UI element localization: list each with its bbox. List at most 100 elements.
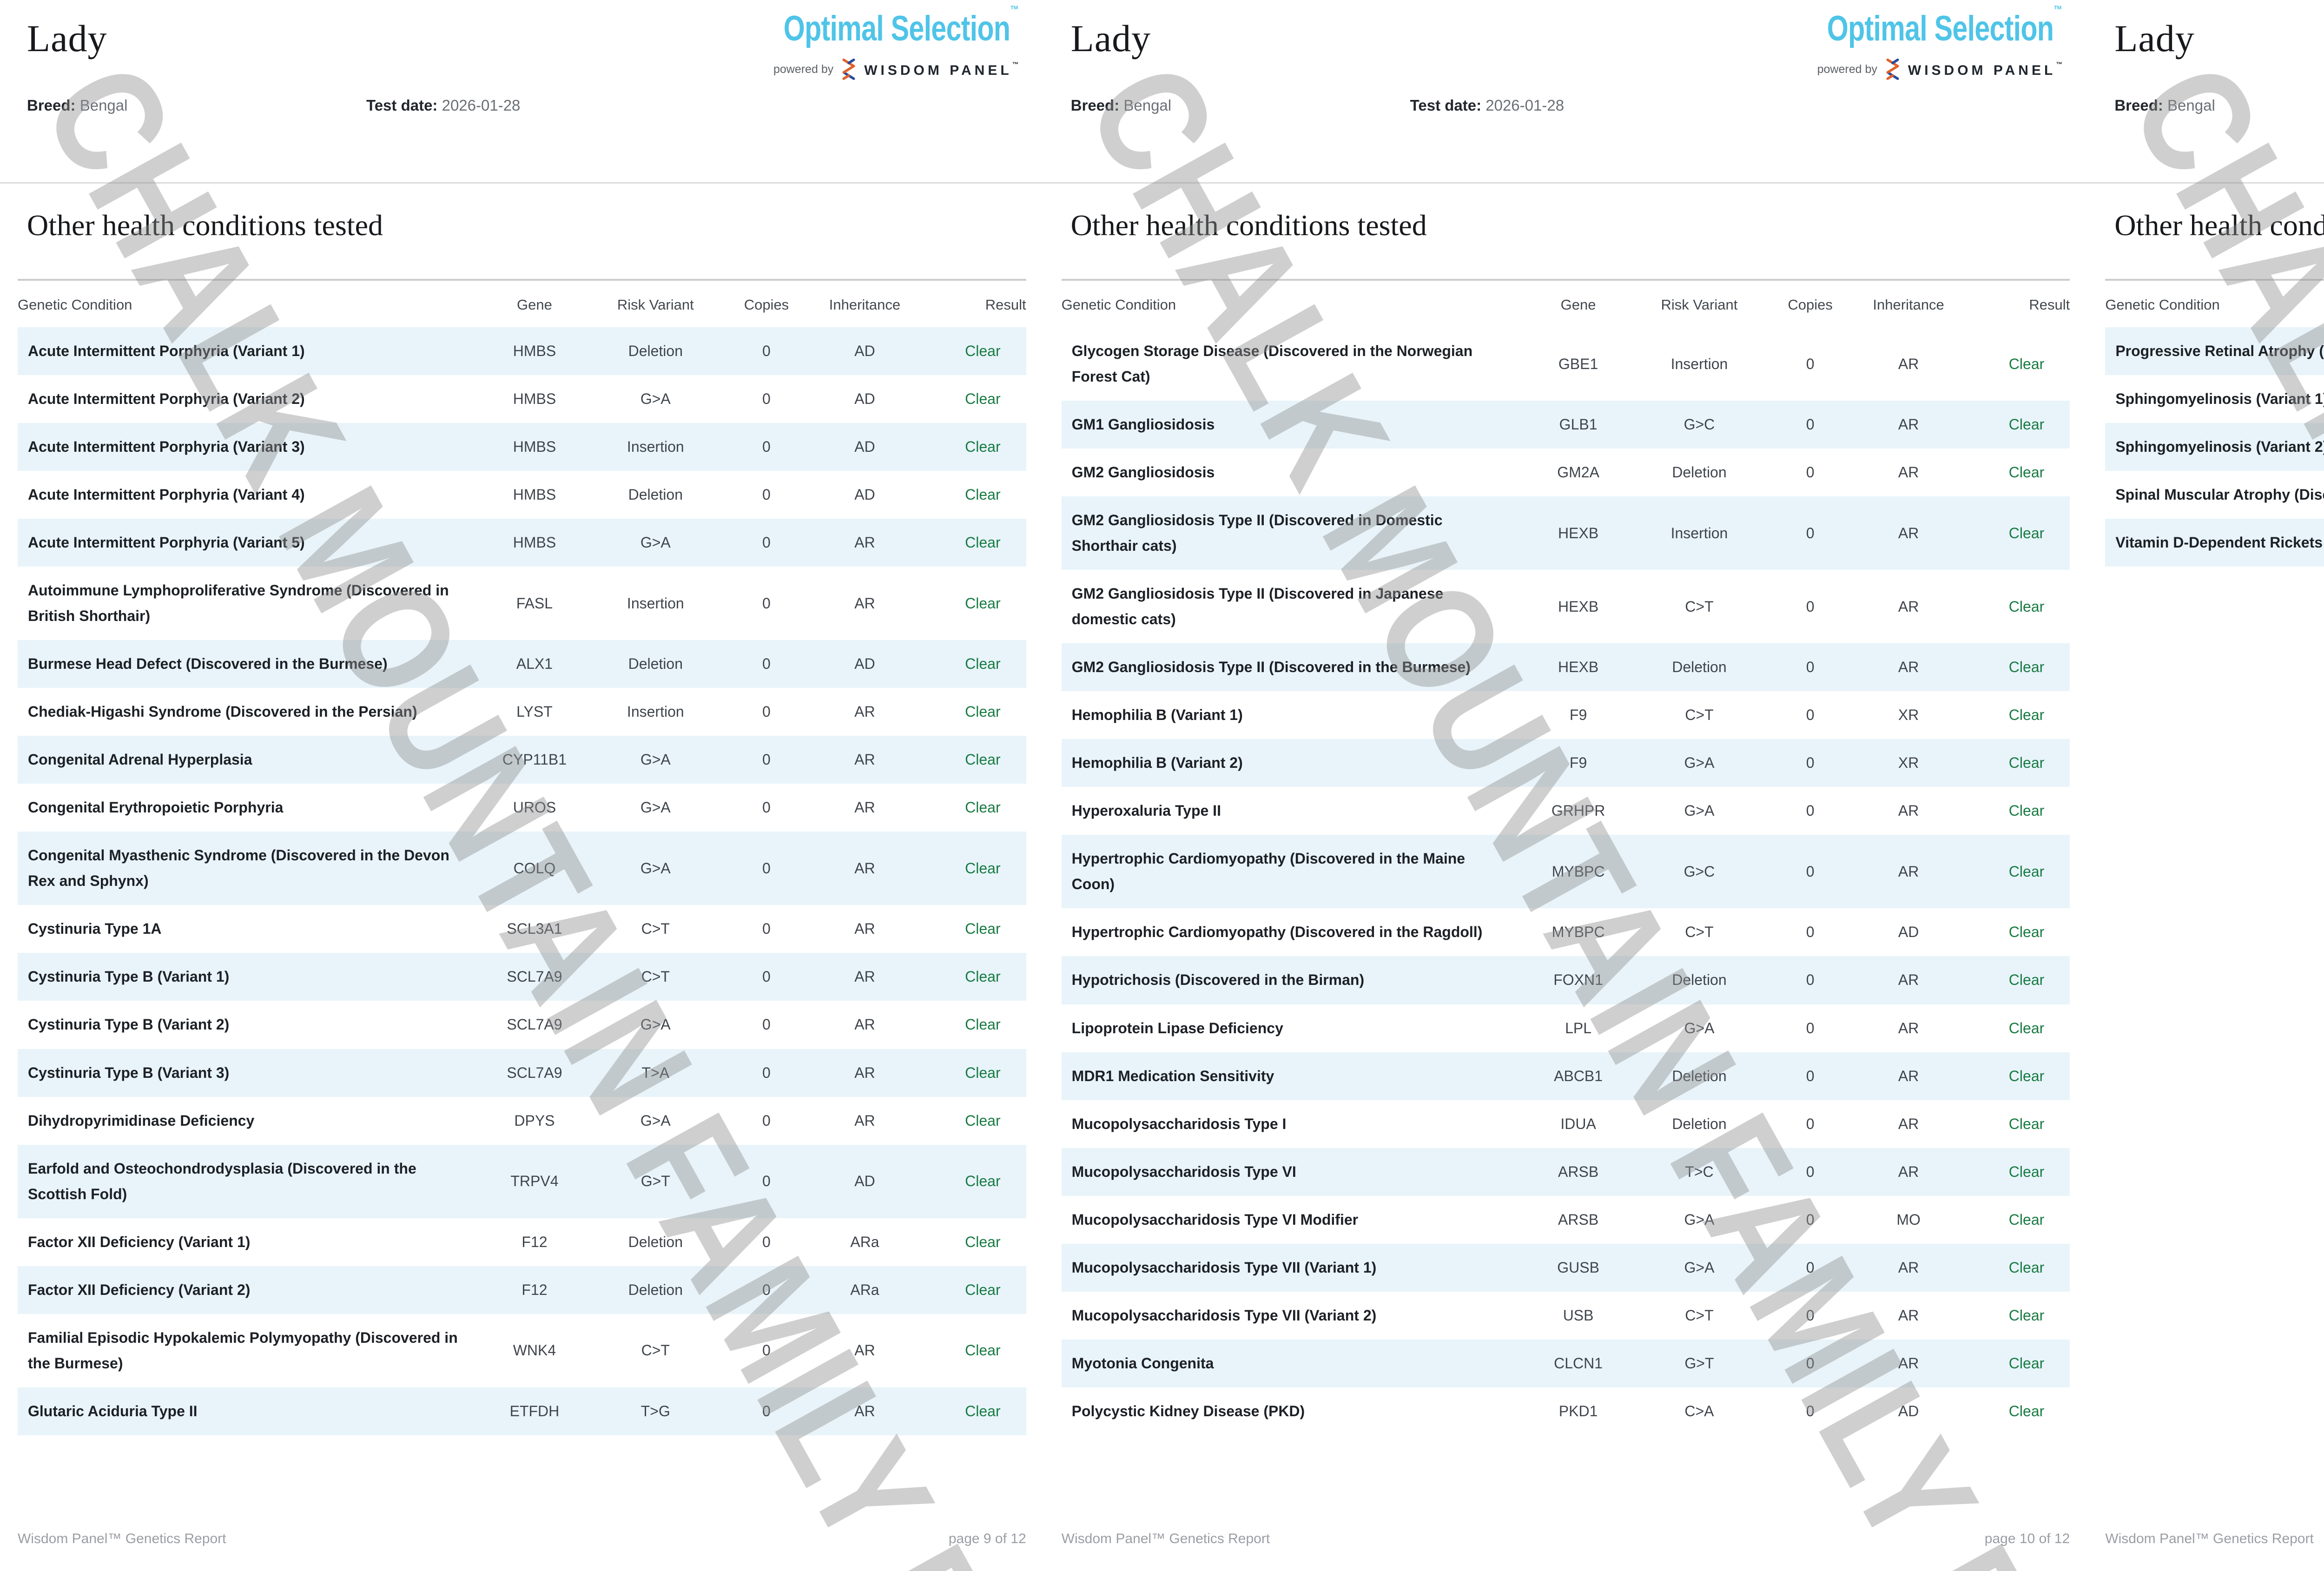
copies-cell: 0 — [1806, 1163, 1815, 1180]
col-genetic-condition: Genetic Condition — [2105, 297, 2220, 313]
footer-report-title: Wisdom Panel™ Genetics Report — [1061, 1531, 1270, 1546]
copies-cell: 0 — [762, 799, 771, 816]
result-cell: Clear — [2008, 1067, 2045, 1084]
wisdom-panel-wordmark: WISDOM PANEL™ — [864, 60, 1018, 79]
inheritance-cell: XR — [1898, 706, 1919, 724]
partner-tm: ™ — [1012, 60, 1019, 68]
condition-cell: Lipoprotein Lipase Deficiency — [1071, 1019, 1283, 1036]
partner-tm: ™ — [2056, 60, 2063, 68]
copies-cell: 0 — [1806, 1019, 1815, 1036]
gene-cell: GRHPR — [1551, 802, 1605, 819]
gene-cell: UROS — [513, 799, 556, 816]
col-risk-variant: Risk Variant — [1661, 297, 1738, 313]
inheritance-cell: AD — [1898, 1402, 1919, 1419]
risk-variant-cell: G>A — [1684, 802, 1715, 819]
inheritance-cell: AR — [1898, 464, 1919, 481]
risk-variant-cell: Insertion — [627, 594, 684, 612]
condition-cell: Cystinuria Type B (Variant 3) — [28, 1064, 230, 1081]
footer-page-number: page 9 of 12 — [948, 1531, 1026, 1546]
risk-variant-cell: G>A — [1684, 1259, 1715, 1276]
condition-cell: GM2 Gangliosidosis Type II (Discovered i… — [1071, 585, 1444, 628]
gene-cell: GUSB — [1557, 1259, 1599, 1276]
risk-variant-cell: C>T — [1685, 598, 1714, 615]
copies-cell: 0 — [1806, 1354, 1815, 1372]
condition-cell: GM2 Gangliosidosis Type II (Discovered i… — [1071, 659, 1471, 676]
table-row: Congenital Erythropoietic Porphyria UROS G… — [18, 784, 1026, 832]
result-cell: Clear — [965, 1112, 1001, 1129]
conditions-table: Genetic Condition Gene Risk Variant Copi… — [2105, 279, 2324, 567]
risk-variant-cell: Insertion — [1670, 524, 1728, 541]
pet-meta: Breed: Bengal Test date: 2026-01-28 — [2114, 97, 2324, 114]
condition-cell: GM2 Gangliosidosis Type II (Discovered i… — [1071, 512, 1443, 554]
result-cell: Clear — [2008, 1354, 2045, 1372]
result-cell: Clear — [965, 534, 1001, 551]
risk-variant-cell: G>A — [640, 1112, 671, 1129]
inheritance-cell: AR — [1898, 1259, 1919, 1276]
result-cell: Clear — [965, 343, 1001, 360]
result-cell: Clear — [2008, 524, 2045, 541]
table-header-row: Genetic Condition Gene Risk Variant Copi… — [18, 281, 1026, 327]
result-cell: Clear — [2008, 1019, 2045, 1036]
condition-cell: Acute Intermittent Porphyria (Variant 5) — [28, 534, 305, 551]
result-cell: Clear — [965, 438, 1001, 455]
inheritance-cell: AR — [854, 859, 875, 877]
result-cell: Clear — [2008, 355, 2045, 372]
gene-cell: SCL3A1 — [507, 920, 562, 937]
condition-cell: Factor XII Deficiency (Variant 2) — [28, 1281, 251, 1298]
copies-cell: 0 — [1806, 416, 1815, 433]
table-row: GM1 Gangliosidosis GLB1 G>C 0 AR Clear — [1061, 401, 2070, 449]
table-row: Sphingomyelinosis (Variant 2)NPC2G>A0ARC… — [2105, 423, 2324, 471]
copies-cell: 0 — [1806, 754, 1815, 772]
result-cell: Clear — [965, 968, 1001, 985]
risk-variant-cell: Deletion — [1672, 971, 1727, 989]
risk-variant-cell: G>C — [1684, 416, 1715, 433]
condition-cell: Hypertrophic Cardiomyopathy (Discovered … — [1071, 924, 1483, 941]
table-row: Vitamin D-Dependent RicketsCYP27B1G>T0AR… — [2105, 519, 2324, 567]
risk-variant-cell: G>A — [640, 534, 671, 551]
breed-value: Bengal — [2167, 97, 2215, 114]
gene-cell: SCL7A9 — [507, 1064, 562, 1081]
copies-cell: 0 — [1806, 1115, 1815, 1132]
result-cell: Clear — [965, 859, 1001, 877]
test-date-label: Test date: — [366, 97, 438, 114]
inheritance-cell: AD — [854, 655, 875, 673]
conditions-table: Genetic Condition Gene Risk Variant Copi… — [1061, 279, 2070, 1435]
copies-cell: 0 — [762, 594, 771, 612]
gene-cell: HMBS — [513, 390, 556, 408]
gene-cell: F12 — [522, 1233, 548, 1250]
gene-cell: LPL — [1565, 1019, 1592, 1036]
copies-cell: 0 — [762, 859, 771, 877]
copies-cell: 0 — [1806, 1307, 1815, 1324]
inheritance-cell: AR — [854, 703, 875, 720]
inheritance-cell: AR — [854, 751, 875, 768]
gene-cell: TRPV4 — [510, 1173, 559, 1190]
table-row: Hemophilia B (Variant 1) F9 C>T 0 XR Clear — [1062, 691, 2070, 739]
result-cell: Clear — [965, 1281, 1001, 1298]
gene-cell: WNK4 — [513, 1342, 556, 1359]
header-divider — [2087, 182, 2324, 184]
copies-cell: 0 — [762, 1281, 771, 1298]
table-row: Factor XII Deficiency (Variant 2) F12 Dele… — [18, 1266, 1026, 1314]
powered-by-label: powered by — [1817, 62, 1877, 76]
table-row: Myotonia Congenita CLCN1 G>T 0 AR Clear — [1061, 1339, 2070, 1387]
copies-cell: 0 — [762, 1112, 771, 1129]
copies-cell: 0 — [762, 920, 771, 937]
condition-cell: Congenital Erythropoietic Porphyria — [28, 799, 284, 816]
risk-variant-cell: T>G — [640, 1402, 670, 1419]
condition-cell: Myotonia Congenita — [1071, 1354, 1214, 1372]
gene-cell: COLQ — [513, 859, 556, 877]
copies-cell: 0 — [762, 390, 771, 408]
table-row: Spinal Muscular Atrophy (Discovered in t… — [2105, 471, 2324, 519]
brand-text: Optimal Selection — [783, 9, 1010, 48]
gene-cell: HEXB — [1558, 524, 1599, 541]
table-row: Glutaric Aciduria Type II ETFDH T>G 0 AR Clea… — [18, 1387, 1026, 1435]
risk-variant-cell: Deletion — [628, 1233, 683, 1250]
table-body: Progressive Retinal Atrophy (Discovered … — [2105, 327, 2324, 567]
risk-variant-cell: C>T — [641, 968, 670, 985]
table-row: Mucopolysaccharidosis Type VII (Variant … — [1062, 1292, 2070, 1340]
table-row: Glycogen Storage Disease (Discovered in … — [1062, 327, 2070, 401]
table-body: Glycogen Storage Disease (Discovered in … — [1061, 327, 2070, 1435]
inheritance-cell: AD — [854, 438, 875, 455]
report-page-11: Lady Optimal Selection™ powered by WISDO… — [2087, 0, 2324, 1571]
test-date-label: Test date: — [1410, 97, 1482, 114]
